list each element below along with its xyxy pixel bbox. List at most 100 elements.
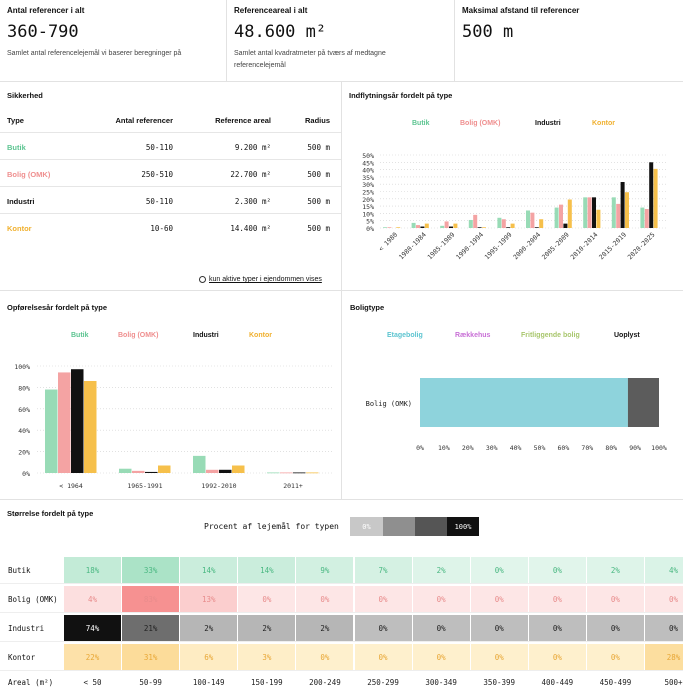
row-area: 22.700 m² — [230, 170, 271, 179]
bar-industri — [293, 472, 306, 474]
heatmap-cell: 0% — [296, 644, 354, 670]
bar-industri — [420, 226, 425, 228]
scale-label: Procent af lejemål for typen — [204, 522, 339, 531]
heatmap-row: Butik 18% 33% 14% 14% 9% 7% 2% 0% 0% 2% 4% — [0, 555, 683, 584]
bar-industri — [477, 227, 482, 228]
bar-butik — [468, 219, 473, 228]
y-tick-label: 25% — [362, 189, 374, 197]
heatmap-cell: 14% — [238, 557, 296, 583]
bar-butik — [640, 207, 645, 228]
active-types-toggle[interactable]: kun aktive typer i ejendommen vises — [199, 276, 322, 283]
bar-kontor — [482, 227, 486, 228]
header-radius: Radius — [304, 116, 330, 125]
x-tick-label: 100-149 — [192, 677, 225, 687]
legend-kontor: Kontor — [592, 120, 615, 127]
bar-bolig-omk- — [444, 221, 449, 228]
heatmap-cell: 0% — [645, 615, 683, 641]
panel-divider-vertical-top — [341, 82, 342, 290]
heatmap-cell: 13% — [180, 586, 238, 612]
bar-industri — [506, 227, 511, 228]
y-tick-label: 100% — [14, 363, 30, 371]
y-tick-label: 20% — [18, 449, 30, 457]
heatmap-cell: 0% — [470, 615, 528, 641]
x-tick-label: 1985-1989 — [426, 231, 457, 262]
heatmap-cell: 0% — [296, 586, 354, 612]
header-count: Antal referencer — [115, 116, 173, 125]
x-axis-title: Areal (m²) — [8, 678, 54, 687]
bar-industri — [534, 227, 539, 228]
bar-bolig-omk- — [501, 219, 506, 228]
heatmap-cell: 22% — [64, 644, 122, 670]
x-tick-label: 300-349 — [425, 677, 457, 687]
x-tick-label: 60% — [558, 444, 570, 452]
x-tick-label: 500+ — [664, 677, 683, 687]
row-count: 50-110 — [145, 143, 173, 152]
bar-industri — [649, 162, 654, 228]
kpi-reference-count: Antal referencer i alt 360-790 Samlet an… — [0, 0, 227, 82]
heatmap-cell: 33% — [122, 557, 180, 583]
bar-bolig-omk- — [559, 204, 563, 228]
scale-step-2 — [415, 517, 447, 536]
table-row: Bolig (OMK) 250-510 22.700 m² 500 m — [0, 160, 341, 187]
kpi-value: 360-790 — [7, 22, 79, 42]
housing-type-chart: Bolig (OMK) 0% 10% 20% 30% 40% 50% 60% 70% 80% 90%… — [366, 378, 667, 452]
x-tick-label: 450-499 — [599, 677, 632, 687]
active-types-toggle-label: kun aktive typer i ejendommen vises — [209, 276, 322, 283]
row-radius: 500 m — [307, 197, 330, 206]
size-heatmap-title: Størrelse fordelt på type — [7, 509, 94, 518]
row-type: Kontor — [7, 224, 32, 233]
heatmap-cell: 28% — [645, 644, 683, 670]
scale-step-3: 100% — [447, 517, 479, 536]
bar-kontor — [453, 223, 458, 228]
row-count: 250-510 — [141, 170, 173, 179]
bar-industri — [620, 182, 625, 228]
x-tick-label: 250-299 — [367, 677, 399, 687]
x-tick-label: 40% — [510, 444, 522, 452]
heatmap-row: Industri 74% 21% 2% 2% 2% 0% 0% 0% 0% 0% 0% — [0, 613, 683, 642]
heatmap-cell: 7% — [354, 557, 412, 583]
move-in-year-chart-title: Indflytningsår fordelt på type — [349, 91, 453, 100]
heatmap-row: Kontor 22% 31% 6% 3% 0% 0% 0% 0% 0% 0% 28% — [0, 642, 683, 671]
x-tick-label: 30% — [486, 444, 498, 452]
bar-etagebolig — [420, 378, 628, 427]
x-tick-label: 10% — [438, 444, 450, 452]
x-tick-label: < 1980 — [377, 231, 399, 253]
x-tick-label: 100% — [651, 444, 667, 452]
bar-butik — [411, 222, 416, 228]
bar-bolig-omk- — [530, 212, 535, 228]
heatmap-cell: 0% — [354, 615, 412, 641]
row-radius: 500 m — [307, 224, 330, 233]
panel-divider-horizontal-2 — [0, 499, 683, 500]
kpi-description: Samlet antal kvadratmeter på tværs af me… — [234, 50, 386, 69]
heatmap-cell: 21% — [122, 615, 180, 641]
x-tick-label: 150-199 — [251, 677, 283, 687]
heatmap-row-label: Industri — [8, 624, 45, 633]
x-tick-label: 2011+ — [283, 482, 303, 490]
heatmap-row-label: Kontor — [8, 653, 36, 662]
kpi-description: Samlet antal referencelejemål vi baserer… — [7, 50, 182, 57]
y-tick-label: 60% — [18, 406, 30, 414]
construction-year-chart: 0% 20% 40% 60% 80% 100% < 1964 1965-1991 1992-20… — [14, 363, 333, 490]
bar-bolig-omk- — [58, 372, 71, 473]
y-tick-label: 10% — [362, 210, 374, 218]
heatmap-row: Bolig (OMK) 4% 83% 13% 0% 0% 0% 0% 0% 0% 0% 0% — [0, 584, 683, 613]
heatmap-cell: 83% — [122, 586, 180, 612]
heatmap-cell: 31% — [122, 644, 180, 670]
bar-kontor — [84, 380, 97, 473]
y-tick-label: 15% — [362, 203, 374, 211]
heatmap-cell: 0% — [586, 615, 644, 641]
x-tick-label: 2010-2014 — [569, 231, 600, 262]
legend-uoplyst: Uoplyst — [614, 332, 640, 339]
bar-industri — [449, 226, 453, 228]
row-radius: 500 m — [307, 170, 330, 179]
x-tick-label: 1995-1999 — [483, 231, 514, 262]
scale-step-0: 0% — [350, 517, 383, 536]
bar-butik — [193, 455, 206, 473]
x-tick-label: 2020-2025 — [626, 231, 657, 262]
heatmap-cell: 3% — [238, 644, 296, 670]
move-in-year-chart: 0%5%10%15%20%25%30%35%40%45%50%< 1980198… — [362, 152, 666, 262]
bar-industri — [592, 197, 596, 228]
heatmap-cell: 2% — [586, 557, 644, 583]
heatmap-cell: 0% — [528, 586, 586, 612]
bar-butik — [554, 207, 559, 228]
